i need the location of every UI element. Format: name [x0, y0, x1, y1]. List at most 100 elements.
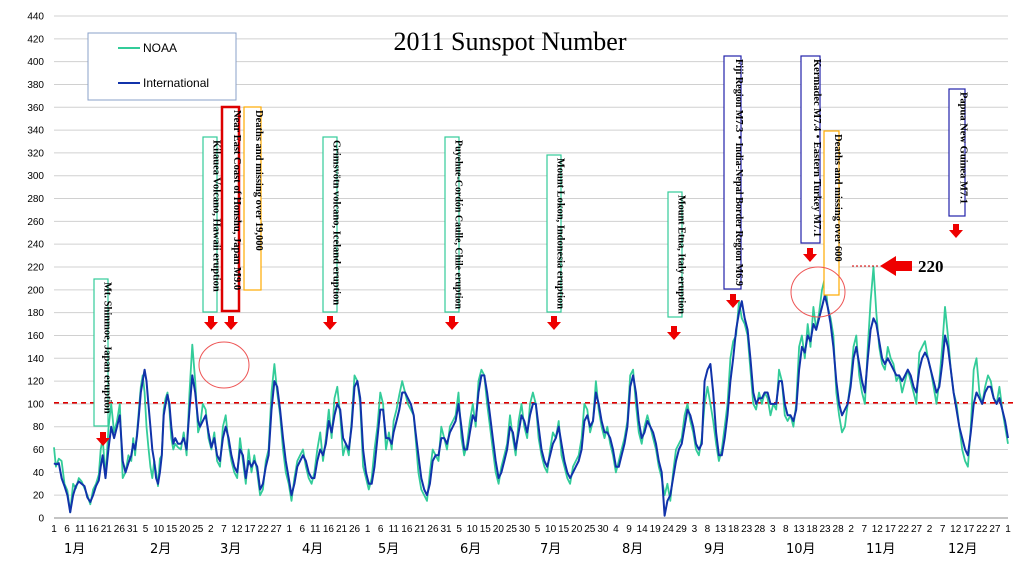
x-tick-label: 1	[51, 524, 57, 535]
annotation-label: Near East Coast of Honshu, Japan M9.0	[231, 110, 242, 290]
chart-title: 2011 Sunspot Number	[393, 27, 626, 56]
x-tick-label: 7	[940, 524, 946, 535]
annotation-shinmoe: Mt. Shinmoe, Japan eruption	[93, 278, 113, 446]
annotation-kilauea: Kilauea Volcano, Hawaii eruption	[202, 136, 222, 330]
y-tick-label: 300	[27, 171, 44, 182]
x-tick-label: 18	[728, 524, 740, 535]
y-tick-label: 140	[27, 354, 44, 365]
legend-international-label: International	[143, 76, 209, 90]
callout-value: 220	[918, 257, 944, 276]
x-tick-label: 10	[545, 524, 557, 535]
x-tick-label: 25	[192, 524, 204, 535]
x-tick-label: 26	[114, 524, 126, 535]
y-tick-label: 400	[27, 57, 44, 68]
y-tick-label: 280	[27, 194, 44, 205]
annotation-etna: Mount Etna, Italy eruption	[667, 191, 687, 340]
annotation-puyehue: Puyehue-Cordón Caulle, Chile eruption	[444, 136, 464, 330]
annotation-box	[948, 88, 966, 217]
y-tick-label: 0	[38, 514, 44, 525]
event-annotations: Mt. Shinmoe, Japan eruption Kilauea Volca…	[93, 55, 969, 446]
callout-arrow	[880, 256, 912, 276]
x-tick-label: 2	[927, 524, 933, 535]
x-tick-label: 25	[584, 524, 596, 535]
annotation-deaths19000: Deaths and missing over 19,000	[243, 106, 264, 291]
x-tick-label: 30	[519, 524, 531, 535]
annotation-label: Grimsvötn volcano, Iceland eruption	[331, 140, 342, 305]
event-arrow	[96, 432, 110, 446]
annotation-label: Puyehue-Cordón Caulle, Chile eruption	[453, 140, 464, 309]
annotation-grimsvotn: Grimsvötn volcano, Iceland eruption	[322, 136, 342, 330]
annotation-box	[823, 130, 840, 296]
x-tick-label: 31	[440, 524, 452, 535]
annotation-fiji: Fiji Region M7.3・India-Nepal Border Regi…	[723, 55, 744, 308]
x-tick-label: 28	[754, 524, 766, 535]
annotation-deaths600: Deaths and missing over 600	[823, 130, 843, 296]
annotation-box	[667, 191, 683, 318]
month-label: 6月	[460, 542, 481, 557]
annotation-honshu: Near East Coast of Honshu, Japan M9.0	[220, 105, 242, 330]
x-tick-label: 9	[626, 524, 632, 535]
x-tick-label: 22	[898, 524, 910, 535]
y-tick-label: 60	[33, 445, 45, 456]
x-tick-label: 5	[535, 524, 541, 535]
series-layer	[53, 266, 1009, 517]
x-axis-day-ticks: 1 6 11 16 21 26 31 5 10 15 20 25 2 7 12 17 22 27 1 6 11 16 21 2…	[51, 524, 1011, 535]
y-tick-label: 380	[27, 80, 44, 91]
event-arrow	[204, 316, 218, 330]
x-tick-label: 10	[467, 524, 479, 535]
annotation-label: Mt. Shinmoe, Japan eruption	[102, 282, 113, 414]
annotation-box	[322, 136, 338, 313]
month-label: 4月	[302, 542, 323, 557]
x-tick-label: 13	[793, 524, 805, 535]
x-tick-label: 18	[806, 524, 818, 535]
x-tick-label: 2	[208, 524, 214, 535]
legend: NOAA International	[87, 32, 237, 101]
y-tick-label: 320	[27, 148, 44, 159]
x-tick-label: 15	[480, 524, 492, 535]
x-tick-label: 26	[427, 524, 439, 535]
x-tick-label: 23	[819, 524, 831, 535]
event-arrow	[726, 294, 740, 308]
event-arrow	[323, 316, 337, 330]
month-label: 7月	[540, 542, 561, 557]
x-tick-label: 22	[258, 524, 270, 535]
y-tick-label: 340	[27, 126, 44, 137]
event-arrow	[667, 326, 681, 340]
annotation-box	[220, 105, 241, 313]
y-tick-label: 240	[27, 240, 44, 251]
peak-callout: 220	[852, 256, 944, 276]
y-tick-label: 360	[27, 103, 44, 114]
x-tick-label: 15	[558, 524, 570, 535]
y-tick-label: 180	[27, 308, 44, 319]
x-tick-label: 19	[650, 524, 662, 535]
x-tick-label: 16	[323, 524, 335, 535]
x-tick-label: 24	[663, 524, 675, 535]
annotation-label: Papua New Guinea M7.1	[958, 92, 969, 204]
x-tick-label: 26	[349, 524, 361, 535]
y-tick-label: 440	[27, 12, 44, 23]
x-tick-label: 21	[336, 524, 348, 535]
x-tick-label: 27	[271, 524, 283, 535]
x-tick-label: 1	[286, 524, 292, 535]
x-tick-label: 25	[506, 524, 518, 535]
x-tick-label: 1	[365, 524, 371, 535]
x-tick-label: 17	[244, 524, 256, 535]
x-tick-label: 7	[221, 524, 227, 535]
event-arrow	[547, 316, 561, 330]
x-tick-label: 31	[127, 524, 139, 535]
y-gridlines	[54, 15, 1008, 519]
x-tick-label: 17	[963, 524, 975, 535]
y-tick-label: 80	[33, 422, 45, 433]
x-tick-label: 14	[637, 524, 649, 535]
x-tick-label: 13	[715, 524, 727, 535]
annotation-box	[546, 154, 562, 313]
annotation-label: Fiji Region M7.3・India-Nepal Border Regi…	[733, 59, 744, 286]
annotation-box	[93, 278, 109, 427]
x-tick-label: 10	[153, 524, 165, 535]
month-label: 8月	[622, 542, 643, 557]
month-label: 2月	[150, 542, 171, 557]
x-tick-label: 16	[88, 524, 100, 535]
x-tick-label: 22	[976, 524, 988, 535]
x-tick-label: 23	[741, 524, 753, 535]
x-tick-label: 11	[75, 524, 86, 535]
